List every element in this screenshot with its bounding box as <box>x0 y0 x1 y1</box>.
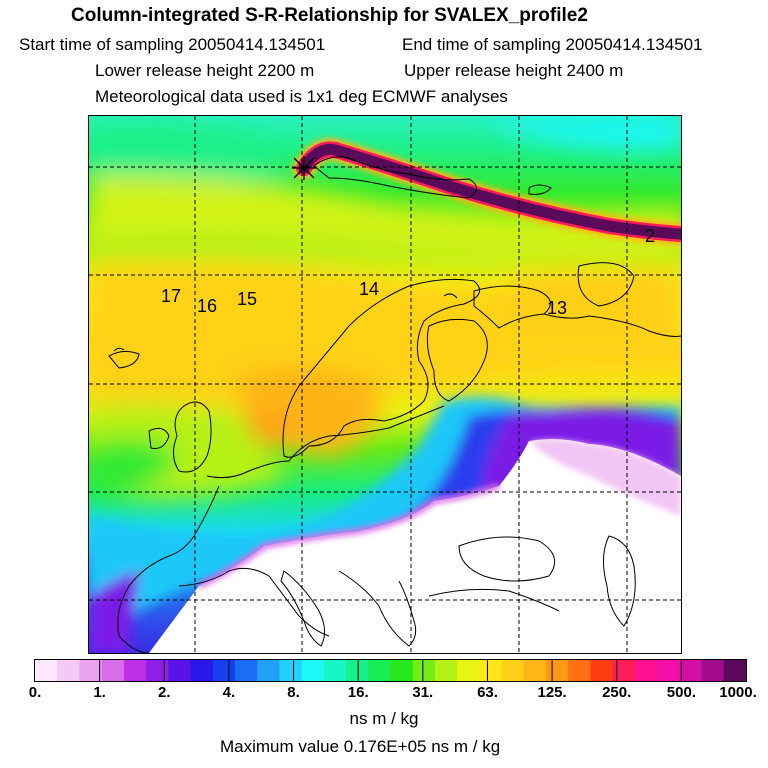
color-swatch <box>146 660 169 681</box>
day-label: 16 <box>197 296 217 316</box>
color-swatch <box>723 660 746 681</box>
unit-label: ns m / kg <box>349 709 419 728</box>
color-swatch <box>279 660 303 681</box>
color-swatch <box>679 660 703 681</box>
map-panel: 17 16 15 14 13 2 <box>88 115 682 654</box>
color-swatch <box>434 660 458 681</box>
start-time-label: Start time of sampling 20050414.134501 <box>19 35 326 54</box>
color-scale-tick: 4. <box>222 684 236 701</box>
end-time-label: End time of sampling 20050414.134501 <box>402 35 703 54</box>
color-swatch <box>568 660 592 681</box>
release-point-icon <box>292 156 316 180</box>
color-scale-tick: 0. <box>28 684 42 701</box>
color-swatch <box>123 660 147 681</box>
color-scale-tick: 63. <box>477 684 498 701</box>
color-swatch <box>368 660 392 681</box>
color-scale-bar <box>34 659 747 682</box>
max-value-label: Maximum value 0.176E+05 ns m / kg <box>220 737 501 756</box>
color-scale-tick: 16. <box>347 684 369 701</box>
color-scale-tick: 2. <box>158 684 171 701</box>
color-swatch <box>168 660 192 681</box>
color-swatch <box>501 660 525 681</box>
color-scale <box>35 660 746 681</box>
color-swatch <box>79 660 103 681</box>
color-swatch <box>101 660 125 681</box>
color-swatch <box>546 660 569 681</box>
sensitivity-map: 17 16 15 14 13 2 <box>89 116 681 653</box>
color-swatch <box>323 660 347 681</box>
color-scale-tick: 1. <box>93 684 106 701</box>
color-scale-tick: 1000. <box>719 684 757 701</box>
color-swatch <box>35 660 58 681</box>
day-label: 15 <box>237 289 257 309</box>
color-swatch <box>190 660 214 681</box>
met-data-label: Meteorological data used is 1x1 deg ECMW… <box>95 87 508 106</box>
color-swatch <box>57 660 81 681</box>
color-swatch <box>412 660 436 681</box>
day-label: 17 <box>161 286 181 306</box>
color-swatch <box>257 660 281 681</box>
color-scale-tick: 250. <box>602 684 632 701</box>
color-swatch <box>657 660 680 681</box>
color-swatch <box>523 660 547 681</box>
color-swatch <box>212 660 236 681</box>
plot-title: Column-integrated S-R-Relationship for S… <box>71 5 588 26</box>
trajectory-plume <box>293 138 681 245</box>
color-swatch <box>234 660 258 681</box>
color-swatch <box>634 660 658 681</box>
day-label: 13 <box>547 298 567 318</box>
color-swatch <box>590 660 614 681</box>
color-swatch <box>701 660 725 681</box>
lower-height-label: Lower release height 2200 m <box>95 61 315 80</box>
color-swatch <box>390 660 414 681</box>
lat-lon-grid <box>89 116 681 653</box>
upper-height-label: Upper release height 2400 m <box>404 61 624 80</box>
day-label: 2 <box>645 226 655 246</box>
color-swatch <box>479 660 503 681</box>
color-scale-tick: 8. <box>287 684 300 701</box>
day-label: 14 <box>359 279 379 299</box>
color-scale-tick: 125. <box>537 684 567 701</box>
color-swatch <box>301 660 325 681</box>
color-swatch <box>612 660 636 681</box>
color-swatch <box>457 660 480 681</box>
color-scale-tick: 31. <box>412 684 434 701</box>
color-swatch <box>346 660 369 681</box>
color-scale-tick: 500. <box>666 684 696 701</box>
